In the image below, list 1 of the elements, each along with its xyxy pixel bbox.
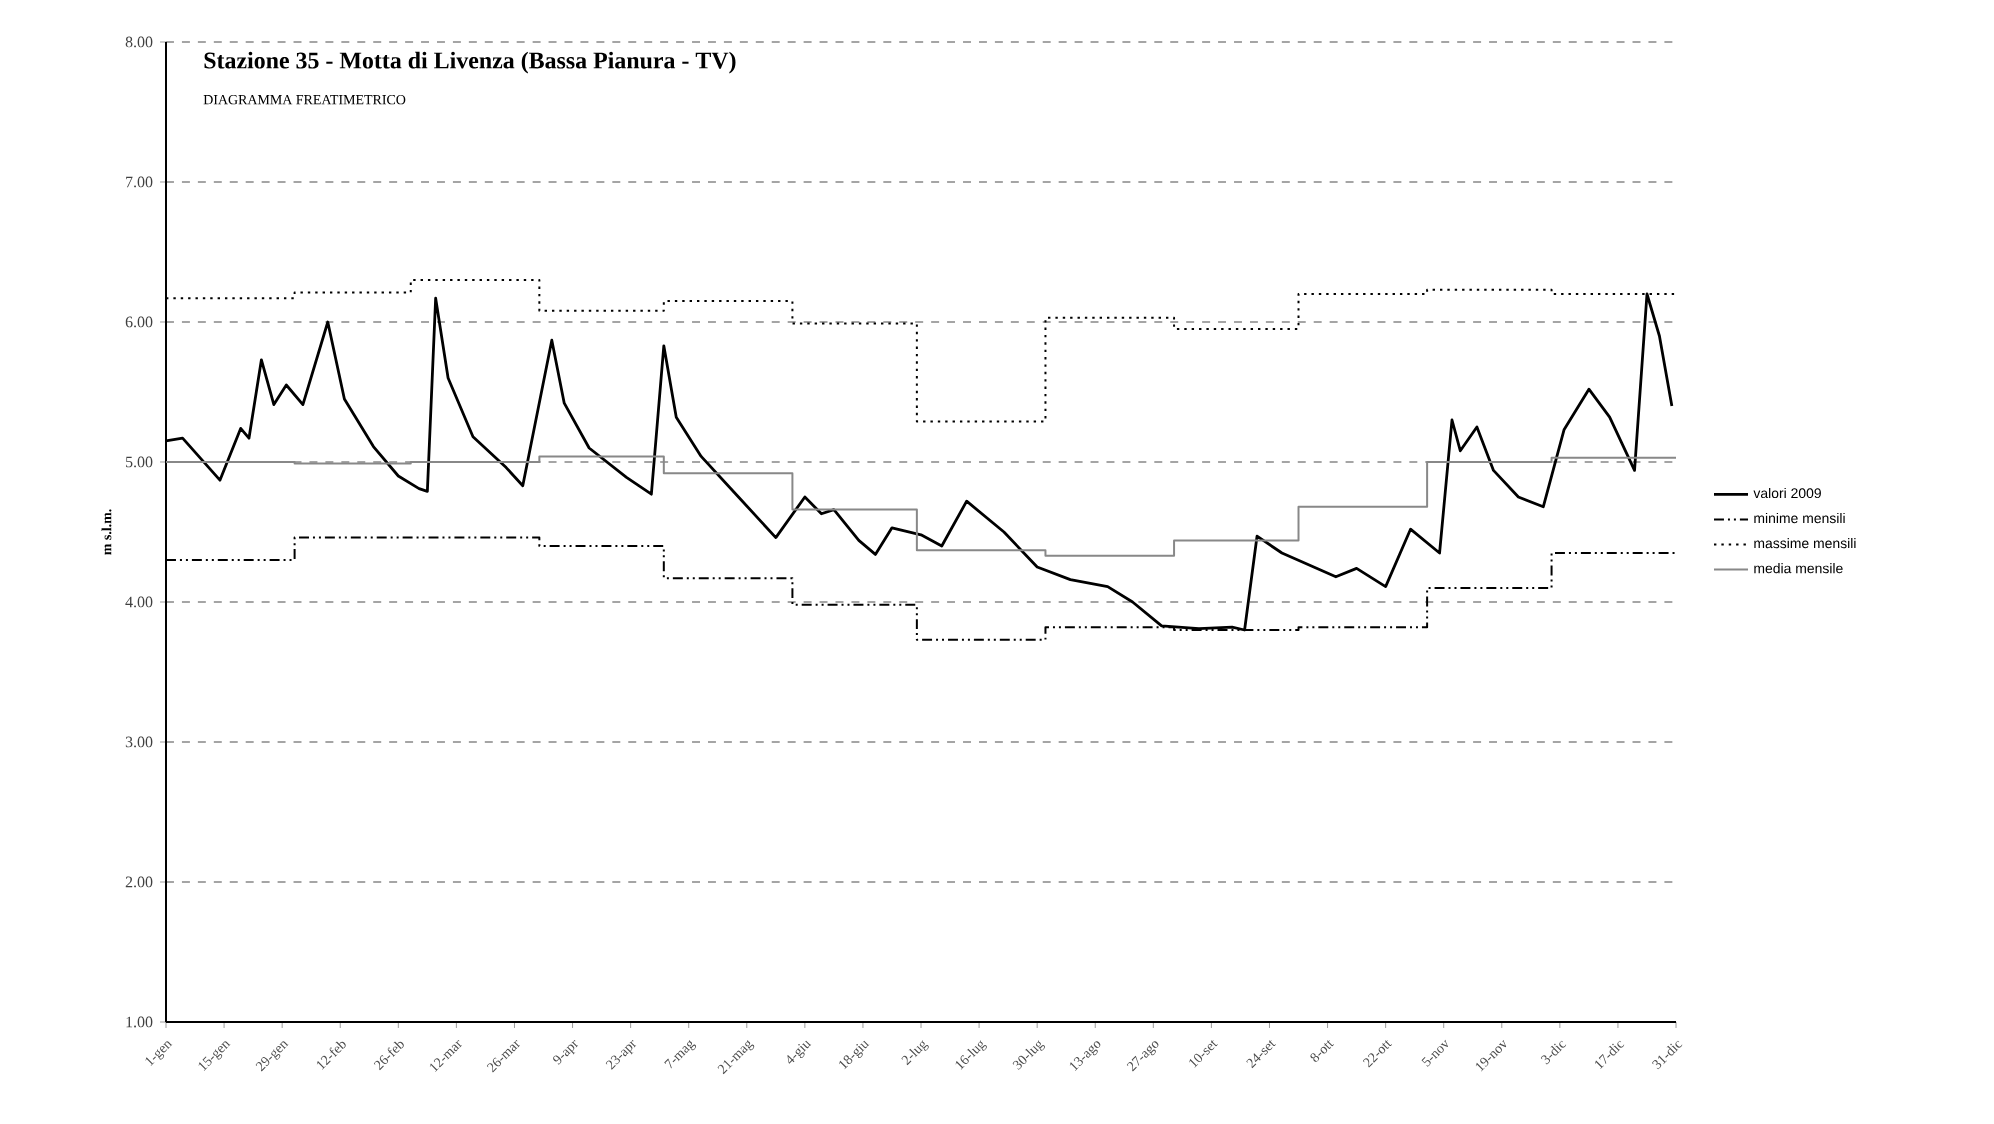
- chart-title: Stazione 35 - Motta di Livenza (Bassa Pianura - TV): [204, 51, 736, 74]
